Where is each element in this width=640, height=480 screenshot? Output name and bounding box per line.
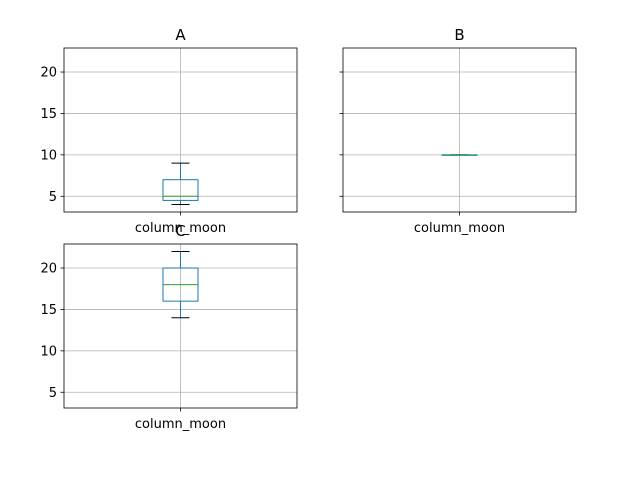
- y-tick-label: 5: [49, 190, 57, 205]
- y-tick-label: 15: [40, 107, 57, 122]
- subplot-title: B: [454, 26, 464, 44]
- subplot-title: A: [175, 26, 186, 44]
- y-tick-label: 20: [40, 66, 57, 81]
- x-tick-label: column_moon: [414, 221, 505, 236]
- axes-frame: [63, 47, 298, 213]
- box: [162, 179, 199, 201]
- x-tick-label: column_moon: [135, 221, 226, 236]
- axes-frame: [342, 47, 577, 213]
- y-tick-label: 20: [40, 262, 57, 277]
- y-tick-label: 10: [40, 344, 57, 359]
- y-tick-label: 15: [40, 303, 57, 318]
- y-tick-label: 10: [40, 148, 57, 163]
- axes-frame: [63, 243, 298, 409]
- y-tick-label: 5: [49, 386, 57, 401]
- x-tick-label: column_moon: [135, 417, 226, 432]
- subplot-a: 5 10 15 20 column_moon A: [40, 26, 298, 236]
- subplot-b: column_moon B: [339, 26, 577, 236]
- subplot-title: C: [175, 222, 185, 240]
